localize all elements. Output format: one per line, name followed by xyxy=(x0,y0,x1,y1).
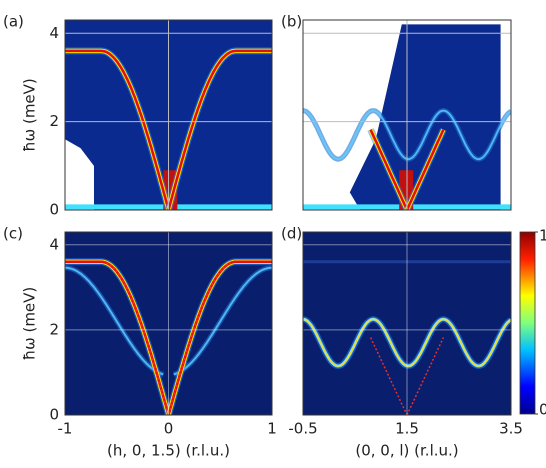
x-tick-label: 3.5 xyxy=(499,420,523,438)
frame xyxy=(302,231,512,416)
x-tick-label: -1 xyxy=(58,420,73,438)
y-tick-label: 0 xyxy=(49,406,59,424)
panel xyxy=(65,20,272,210)
y-tick-label: 4 xyxy=(49,235,59,253)
y-tick-label: 2 xyxy=(49,320,59,338)
dispersion xyxy=(303,318,511,367)
x-tick-label: -0.5 xyxy=(288,420,317,438)
dispersion xyxy=(106,262,231,415)
colorbar-tick-label: 0 xyxy=(539,401,546,419)
y-axis-label: ħω (meV) xyxy=(21,78,39,152)
panel-label: (b) xyxy=(281,13,302,31)
dispersion xyxy=(369,129,409,210)
panel-label: (d) xyxy=(281,225,302,243)
frame xyxy=(64,231,273,416)
x-tick-label: 0 xyxy=(164,420,174,438)
dispersion xyxy=(173,266,272,376)
y-tick-label: 0 xyxy=(49,201,59,219)
dispersion xyxy=(167,49,272,210)
panel xyxy=(303,232,511,415)
colorbar-tick-label: 1 xyxy=(539,227,546,245)
y-tick-label: 2 xyxy=(49,112,59,130)
panel xyxy=(65,232,272,415)
panel-label: (a) xyxy=(3,13,24,31)
frame xyxy=(64,19,273,211)
x-tick-label: 1.5 xyxy=(395,420,419,438)
x-axis-label: (0, 0, l) (r.l.u.) xyxy=(355,442,458,460)
y-tick-label: 4 xyxy=(49,24,59,42)
colorbar xyxy=(519,231,536,415)
panel xyxy=(303,20,511,210)
x-tick-label: 1 xyxy=(267,420,277,438)
dispersion xyxy=(405,129,445,210)
x-axis-label: (h, 0, 1.5) (r.l.u.) xyxy=(107,442,230,460)
dispersion xyxy=(65,49,170,210)
dispersion xyxy=(65,266,164,376)
panel-label: (c) xyxy=(3,225,23,243)
frame xyxy=(302,19,512,211)
y-axis-label: ħω (meV) xyxy=(21,287,39,361)
